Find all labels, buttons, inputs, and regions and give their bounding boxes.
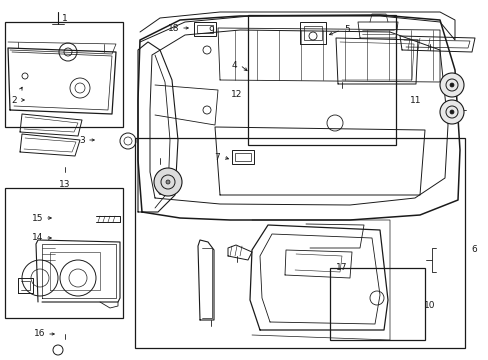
Text: 2: 2 — [11, 95, 17, 104]
Text: 15: 15 — [32, 213, 43, 222]
Text: 1: 1 — [62, 14, 68, 23]
Bar — [304, 26, 321, 40]
Circle shape — [154, 168, 182, 196]
Text: 3: 3 — [79, 135, 85, 144]
Text: 6: 6 — [470, 246, 476, 255]
Circle shape — [439, 100, 463, 124]
Bar — [231, 150, 253, 164]
Text: 12: 12 — [231, 90, 242, 99]
Bar — [197, 25, 213, 33]
Bar — [5, 22, 123, 127]
Text: 10: 10 — [424, 302, 435, 310]
Bar — [194, 22, 216, 36]
Bar — [329, 268, 424, 340]
Bar — [299, 22, 325, 44]
Text: 16: 16 — [34, 329, 46, 338]
Text: 18: 18 — [168, 23, 180, 32]
Text: 9: 9 — [208, 26, 213, 35]
Text: 13: 13 — [59, 180, 71, 189]
Bar — [247, 15, 395, 145]
Text: 14: 14 — [32, 234, 43, 243]
Circle shape — [165, 180, 170, 184]
Text: 7: 7 — [214, 153, 220, 162]
Text: 17: 17 — [336, 264, 347, 273]
Circle shape — [449, 83, 453, 87]
Text: 8: 8 — [157, 188, 163, 197]
Text: 11: 11 — [409, 95, 421, 104]
Bar — [5, 188, 123, 318]
Bar — [235, 153, 250, 161]
Bar — [135, 138, 464, 348]
Text: 5: 5 — [344, 24, 349, 33]
Circle shape — [439, 73, 463, 97]
Circle shape — [449, 110, 453, 114]
Text: 4: 4 — [231, 60, 236, 69]
